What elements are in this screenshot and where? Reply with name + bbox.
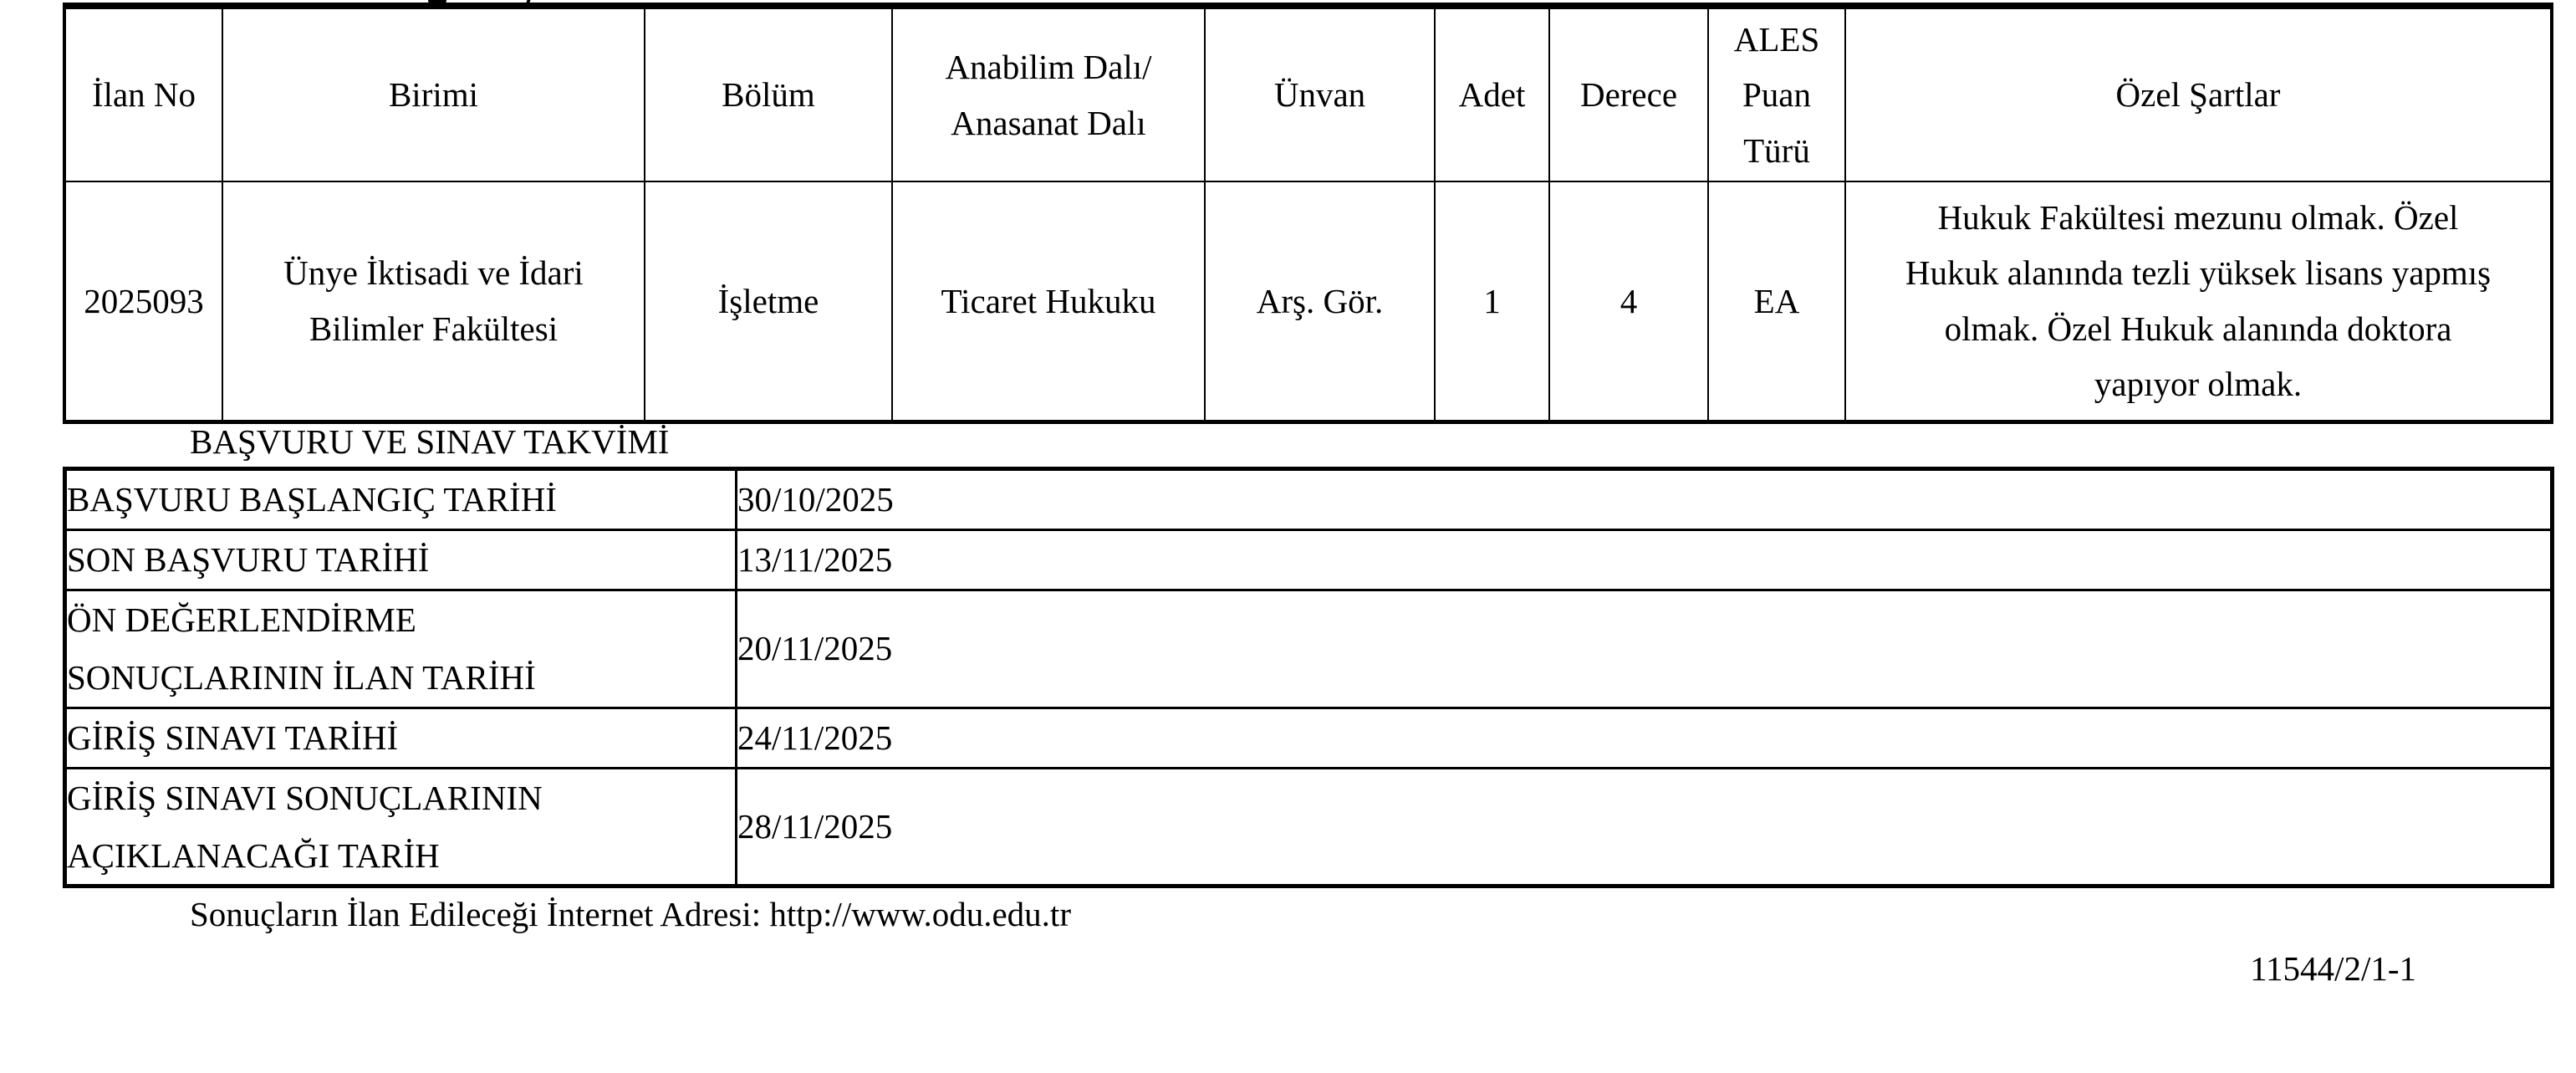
schedule-label: SON BAŞVURU TARİHİ: [64, 528, 737, 591]
cell-bolum: İşletme: [644, 181, 893, 422]
cell-derece: 4: [1548, 181, 1709, 422]
cell-unvan: Arş. Gör.: [1204, 181, 1436, 422]
header-cell-bolum: Bölüm: [644, 5, 893, 182]
schedule-heading: BAŞVURU VE SINAV TAKVİMİ: [190, 422, 670, 461]
header-cell-anabilim-dali: Anabilim Dalı/ Anasanat Dalı: [891, 5, 1206, 182]
schedule-label: ÖN DEĞERLENDİRME SONUÇLARININ İLAN TARİH…: [64, 588, 737, 709]
document-code: 11544/2/1-1: [2250, 949, 2416, 988]
schedule-label-text: GİRİŞ SINAVI TARİHİ: [67, 718, 399, 757]
header-cell-adet: Adet: [1434, 5, 1550, 182]
schedule-label: GİRİŞ SINAVI SONUÇLARININ AÇIKLANACAĞI T…: [64, 766, 737, 888]
header-cell-derece: Derece: [1548, 5, 1709, 182]
cell-ozel-sartlar: Hukuk Fakültesi mezunu olmak. Özel Hukuk…: [1844, 181, 2553, 422]
schedule-label-text: BAŞVURU BAŞLANGIÇ TARİHİ: [67, 480, 557, 519]
schedule-row: GİRİŞ SINAVI SONUÇLARININ AÇIKLANACAĞI T…: [64, 766, 2553, 888]
header-cell-ilan-no: İlan No: [64, 5, 223, 182]
header-cell-birimi: Birimi: [222, 5, 645, 182]
header-cell-ozel-sartlar: Özel Şartlar: [1844, 5, 2553, 182]
cell-adet: 1: [1434, 181, 1550, 422]
schedule-label: GİRİŞ SINAVI TARİHİ: [64, 706, 737, 769]
schedule-value: 24/11/2025: [735, 706, 2553, 769]
header-cell-ales-puan-turu: ALES Puan Türü: [1707, 5, 1846, 182]
schedule-row: GİRİŞ SINAVI TARİHİ 24/11/2025: [64, 706, 2553, 769]
results-website-note: Sonuçların İlan Edileceği İnternet Adres…: [190, 895, 1071, 933]
ozel-sartlar-text: Hukuk Fakültesi mezunu olmak. Özel Hukuk…: [1905, 197, 2492, 404]
schedule-row: ÖN DEĞERLENDİRME SONUÇLARININ İLAN TARİH…: [64, 588, 2553, 709]
header-cell-unvan: Ünvan: [1204, 5, 1436, 182]
cell-ales-puan-turu: EA: [1707, 181, 1846, 422]
position-table-data-row: 2025093 Ünye İktisadi ve İdari Bilimler …: [64, 181, 2553, 422]
cell-birimi: Ünye İktisadi ve İdari Bilimler Fakültes…: [222, 181, 645, 422]
schedule-value: 28/11/2025: [735, 766, 2553, 888]
schedule-table: BAŞVURU BAŞLANGIÇ TARİHİ 30/10/2025 SON …: [63, 467, 2554, 889]
schedule-value: 30/10/2025: [735, 468, 2553, 531]
schedule-value: 13/11/2025: [735, 528, 2553, 591]
position-table: İlan No Birimi Bölüm Anabilim Dalı/ Anas…: [63, 3, 2553, 424]
cell-anabilim-dali: Ticaret Hukuku: [891, 181, 1206, 422]
schedule-label: BAŞVURU BAŞLANGIÇ TARİHİ: [64, 468, 737, 531]
schedule-row: SON BAŞVURU TARİHİ 13/11/2025: [64, 528, 2553, 591]
schedule-label-text: SON BAŞVURU TARİHİ: [67, 539, 430, 579]
schedule-label-text: GİRİŞ SINAVI SONUÇLARININ AÇIKLANACAĞI T…: [67, 778, 543, 875]
position-table-header-row: İlan No Birimi Bölüm Anabilim Dalı/ Anas…: [64, 5, 2553, 182]
schedule-value: 20/11/2025: [735, 588, 2553, 709]
schedule-row: BAŞVURU BAŞLANGIÇ TARİHİ 30/10/2025: [64, 468, 2553, 531]
schedule-label-text: ÖN DEĞERLENDİRME SONUÇLARININ İLAN TARİH…: [67, 600, 536, 697]
cell-ilan-no: 2025093: [64, 181, 223, 422]
